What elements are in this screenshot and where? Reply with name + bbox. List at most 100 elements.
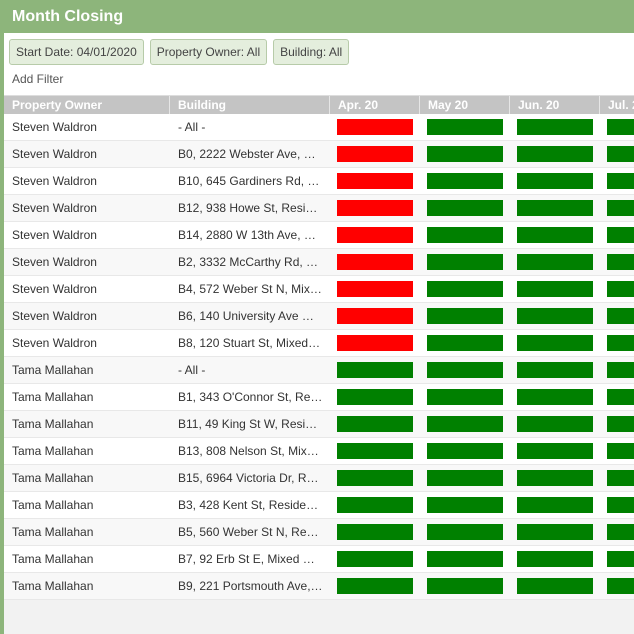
status-cell <box>420 249 510 275</box>
status-cell <box>330 357 420 383</box>
table-row[interactable]: Steven Waldron B14, 2880 W 13th Ave, … <box>4 222 634 249</box>
status-cell <box>330 573 420 599</box>
status-cell <box>420 492 510 518</box>
status-cell <box>420 114 510 140</box>
status-bar <box>607 578 634 594</box>
status-cell <box>600 114 634 140</box>
table-row[interactable]: Steven Waldron B8, 120 Stuart St, Mixed… <box>4 330 634 357</box>
status-cell <box>330 465 420 491</box>
status-bar <box>337 497 413 513</box>
status-bar <box>337 389 413 405</box>
status-bar <box>337 443 413 459</box>
table-row[interactable]: Steven Waldron B6, 140 University Ave … <box>4 303 634 330</box>
status-bar <box>607 227 634 243</box>
table-row[interactable]: Tama Mallahan - All - <box>4 357 634 384</box>
add-filter[interactable]: Add Filter <box>12 72 64 86</box>
status-bar <box>607 524 634 540</box>
status-cell <box>600 330 634 356</box>
owner-cell: Steven Waldron <box>12 255 97 269</box>
header-title: Month Closing <box>4 0 634 33</box>
status-cell <box>600 384 634 410</box>
status-cell <box>510 492 600 518</box>
status-bar <box>607 389 634 405</box>
status-cell <box>420 465 510 491</box>
status-bar <box>517 281 593 297</box>
status-cell <box>600 168 634 194</box>
status-bar <box>607 470 634 486</box>
status-cell <box>420 438 510 464</box>
status-cell <box>330 141 420 167</box>
status-bar <box>517 578 593 594</box>
table-row[interactable]: Tama Mallahan B7, 92 Erb St E, Mixed … <box>4 546 634 573</box>
status-cell <box>420 222 510 248</box>
table-row[interactable]: Steven Waldron - All - <box>4 114 634 141</box>
status-bar <box>517 497 593 513</box>
building-cell: B3, 428 Kent St, Reside… <box>178 498 319 512</box>
status-bar <box>427 308 503 324</box>
table-row[interactable]: Steven Waldron B0, 2222 Webster Ave, … <box>4 141 634 168</box>
status-bar <box>427 524 503 540</box>
building-cell: B4, 572 Weber St N, Mix… <box>178 282 322 296</box>
status-cell <box>510 222 600 248</box>
table-row[interactable]: Tama Mallahan B9, 221 Portsmouth Ave,… <box>4 573 634 600</box>
status-cell <box>330 384 420 410</box>
status-cell <box>510 303 600 329</box>
table-row[interactable]: Tama Mallahan B13, 808 Nelson St, Mix… <box>4 438 634 465</box>
table-row[interactable]: Tama Mallahan B5, 560 Weber St N, Re… <box>4 519 634 546</box>
table-row[interactable]: Tama Mallahan B1, 343 O'Connor St, Re… <box>4 384 634 411</box>
filter-button[interactable]: Property Owner: All <box>149 39 268 65</box>
status-bar <box>427 497 503 513</box>
building-cell: B14, 2880 W 13th Ave, … <box>178 228 316 242</box>
status-bar <box>517 416 593 432</box>
status-cell <box>420 546 510 572</box>
status-cell <box>330 195 420 221</box>
table-row[interactable]: Steven Waldron B12, 938 Howe St, Resi… <box>4 195 634 222</box>
status-bar <box>517 524 593 540</box>
filter-button[interactable]: Start Date: 04/01/2020 <box>9 39 144 65</box>
status-cell <box>420 573 510 599</box>
table-row[interactable]: Steven Waldron B10, 645 Gardiners Rd, … <box>4 168 634 195</box>
column-header[interactable]: Jul. 20 <box>600 96 634 114</box>
column-header[interactable]: Apr. 20 <box>330 96 420 114</box>
column-header[interactable]: Jun. 20 <box>510 96 600 114</box>
table-row[interactable]: Tama Mallahan B3, 428 Kent St, Reside… <box>4 492 634 519</box>
status-cell <box>420 141 510 167</box>
status-bar <box>517 308 593 324</box>
status-cell <box>420 384 510 410</box>
status-bar <box>337 578 413 594</box>
column-header[interactable]: Property Owner <box>4 96 170 114</box>
status-cell <box>330 438 420 464</box>
table-row[interactable]: Tama Mallahan B11, 49 King St W, Resi… <box>4 411 634 438</box>
status-cell <box>510 438 600 464</box>
column-header[interactable]: Building <box>170 96 330 114</box>
status-bar <box>517 362 593 378</box>
status-cell <box>330 411 420 437</box>
status-bar <box>607 443 634 459</box>
column-header[interactable]: May 20 <box>420 96 510 114</box>
status-cell <box>420 357 510 383</box>
owner-cell: Tama Mallahan <box>12 417 94 431</box>
toolbar: Start Date: 04/01/2020 Property Owner: Al… <box>4 33 634 95</box>
table-row[interactable]: Tama Mallahan B15, 6964 Victoria Dr, R… <box>4 465 634 492</box>
status-cell <box>330 276 420 302</box>
status-bar <box>337 362 413 378</box>
filter-button[interactable]: Building: All <box>273 39 350 65</box>
building-cell: B13, 808 Nelson St, Mix… <box>178 444 319 458</box>
table-row[interactable]: Steven Waldron B2, 3332 McCarthy Rd, … <box>4 249 634 276</box>
table-row[interactable]: Steven Waldron B4, 572 Weber St N, Mix… <box>4 276 634 303</box>
status-bar <box>607 551 634 567</box>
owner-cell: Tama Mallahan <box>12 363 94 377</box>
status-cell <box>330 249 420 275</box>
owner-cell: Steven Waldron <box>12 174 97 188</box>
status-cell <box>600 276 634 302</box>
status-bar <box>427 281 503 297</box>
status-bar <box>607 254 634 270</box>
status-cell <box>600 573 634 599</box>
building-cell: B5, 560 Weber St N, Re… <box>178 525 319 539</box>
status-bar <box>517 119 593 135</box>
status-bar <box>427 173 503 189</box>
status-cell <box>510 546 600 572</box>
building-cell: B10, 645 Gardiners Rd, … <box>178 174 320 188</box>
owner-cell: Steven Waldron <box>12 120 97 134</box>
status-cell <box>330 168 420 194</box>
